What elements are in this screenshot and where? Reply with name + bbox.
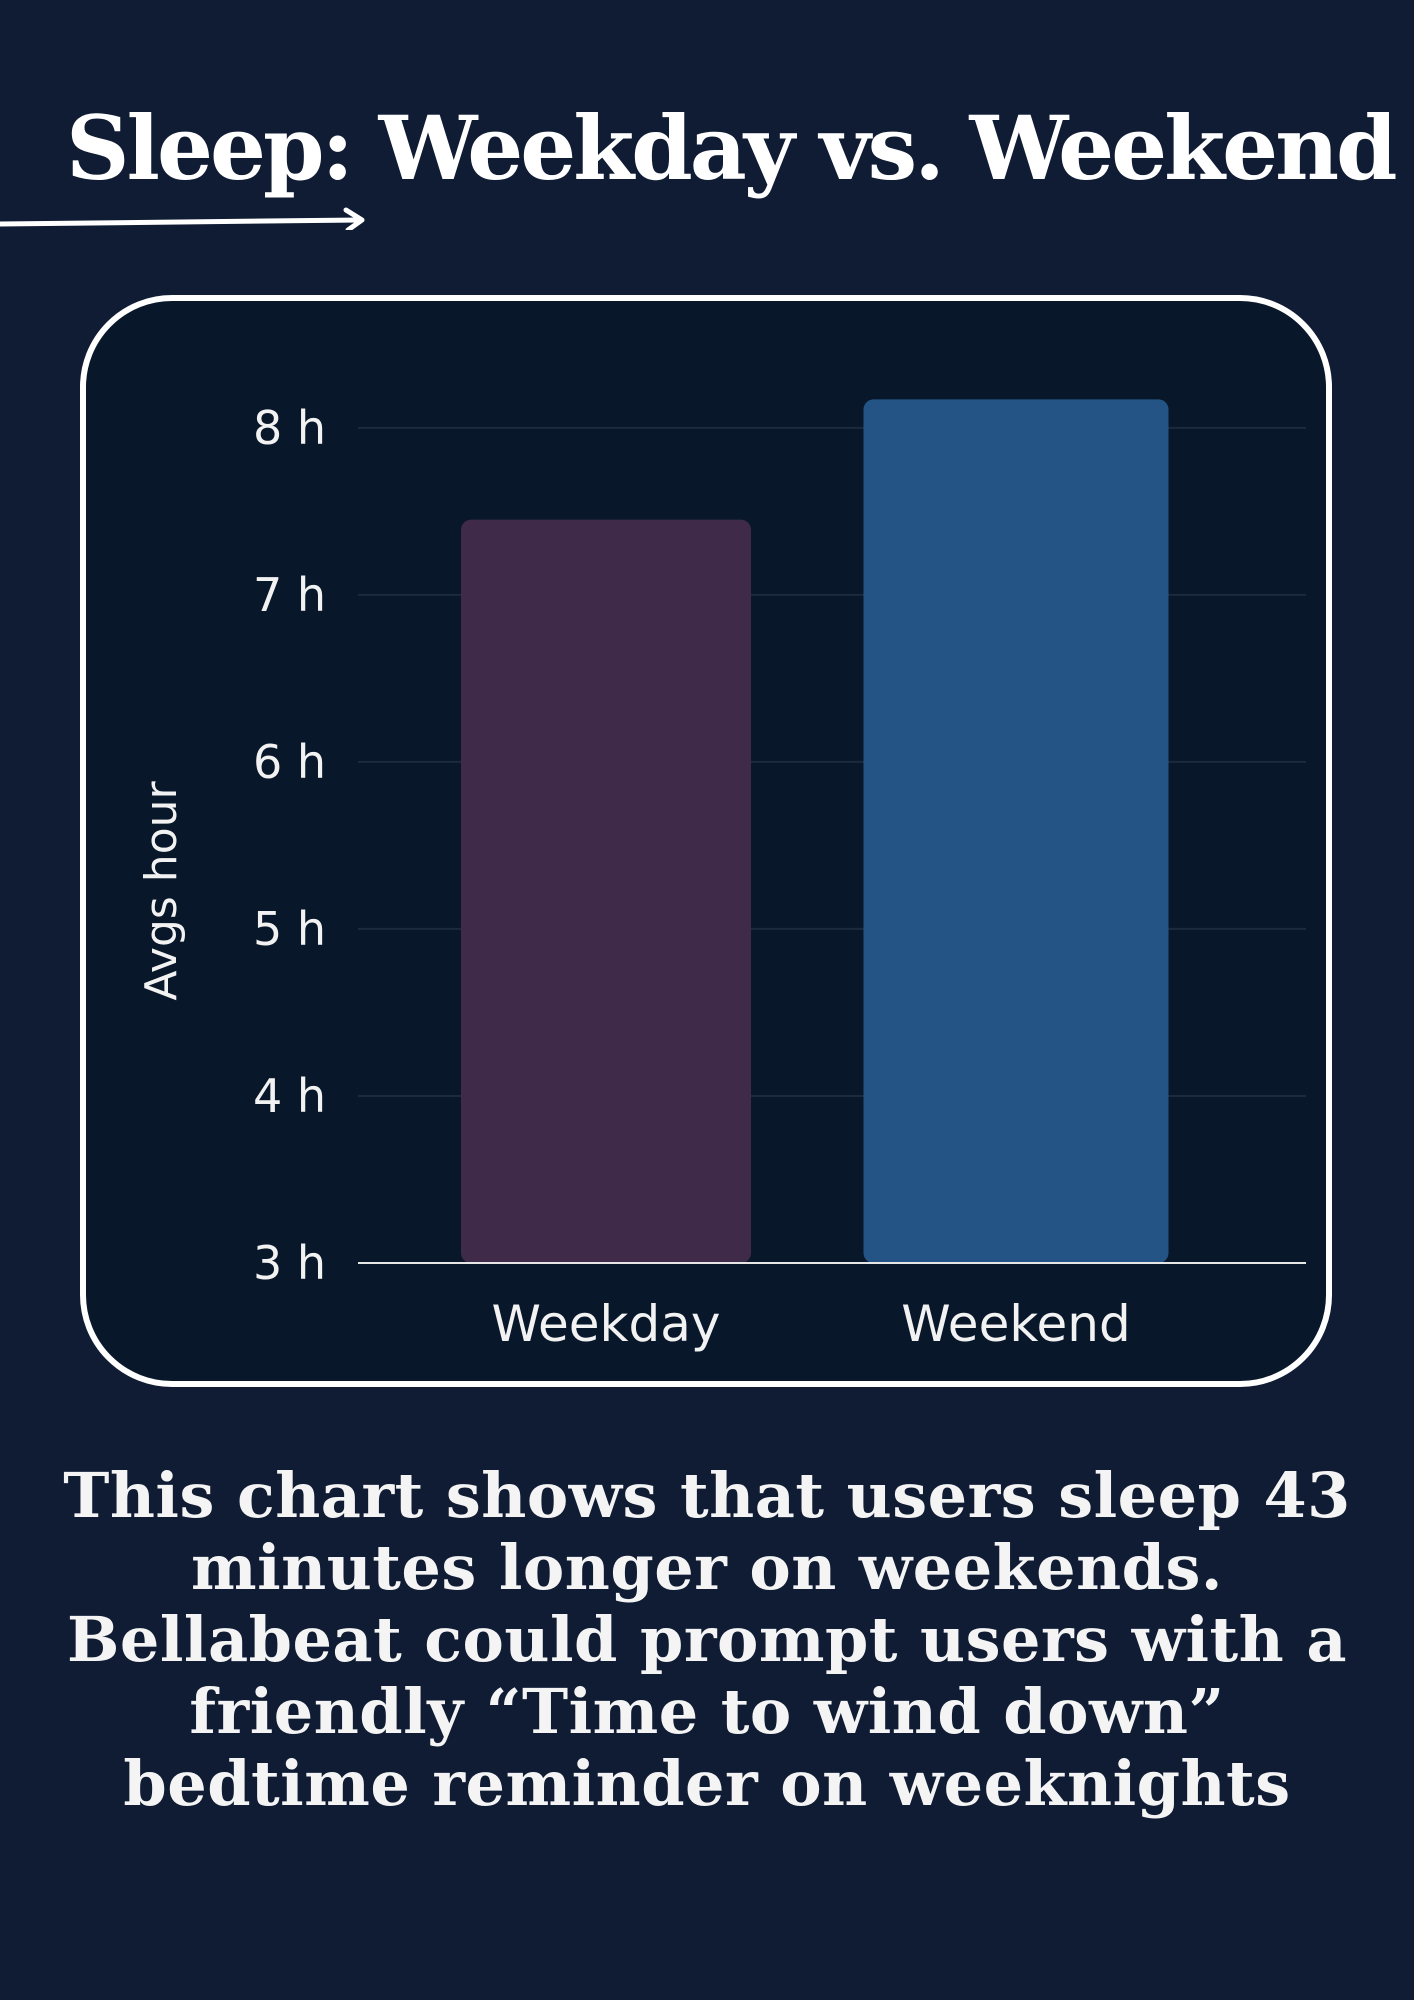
y-tick-labels: 3 h 4 h 5 h 6 h 7 h 8 h	[253, 401, 326, 1290]
y-tick-label: 6 h	[253, 735, 326, 789]
bar-chart: 3 h 4 h 5 h 6 h 7 h 8 h Weekday Weekend Avgs h…	[136, 399, 1306, 1353]
y-tick-label: 3 h	[253, 1236, 326, 1290]
bar-weekend	[863, 399, 1169, 1263]
x-category-label: Weekday	[492, 1295, 721, 1353]
x-category-label: Weekend	[901, 1295, 1130, 1353]
page-title: Sleep: Weekday vs. Weekend	[66, 96, 1398, 200]
bars	[461, 399, 1169, 1263]
y-tick-label: 5 h	[253, 902, 326, 956]
y-tick-label: 8 h	[253, 401, 326, 455]
x-category-labels: Weekday Weekend	[492, 1295, 1131, 1353]
chart-card: 3 h 4 h 5 h 6 h 7 h 8 h Weekday Weekend Avgs h…	[80, 295, 1332, 1387]
y-tick-label: 7 h	[253, 568, 326, 622]
y-tick-label: 4 h	[253, 1069, 326, 1123]
y-axis-label: Avgs hour	[136, 781, 187, 1001]
caption-text: This chart shows that users sleep 43 min…	[63, 1459, 1351, 1820]
arrow-icon	[0, 207, 365, 230]
bar-weekday	[461, 519, 751, 1263]
